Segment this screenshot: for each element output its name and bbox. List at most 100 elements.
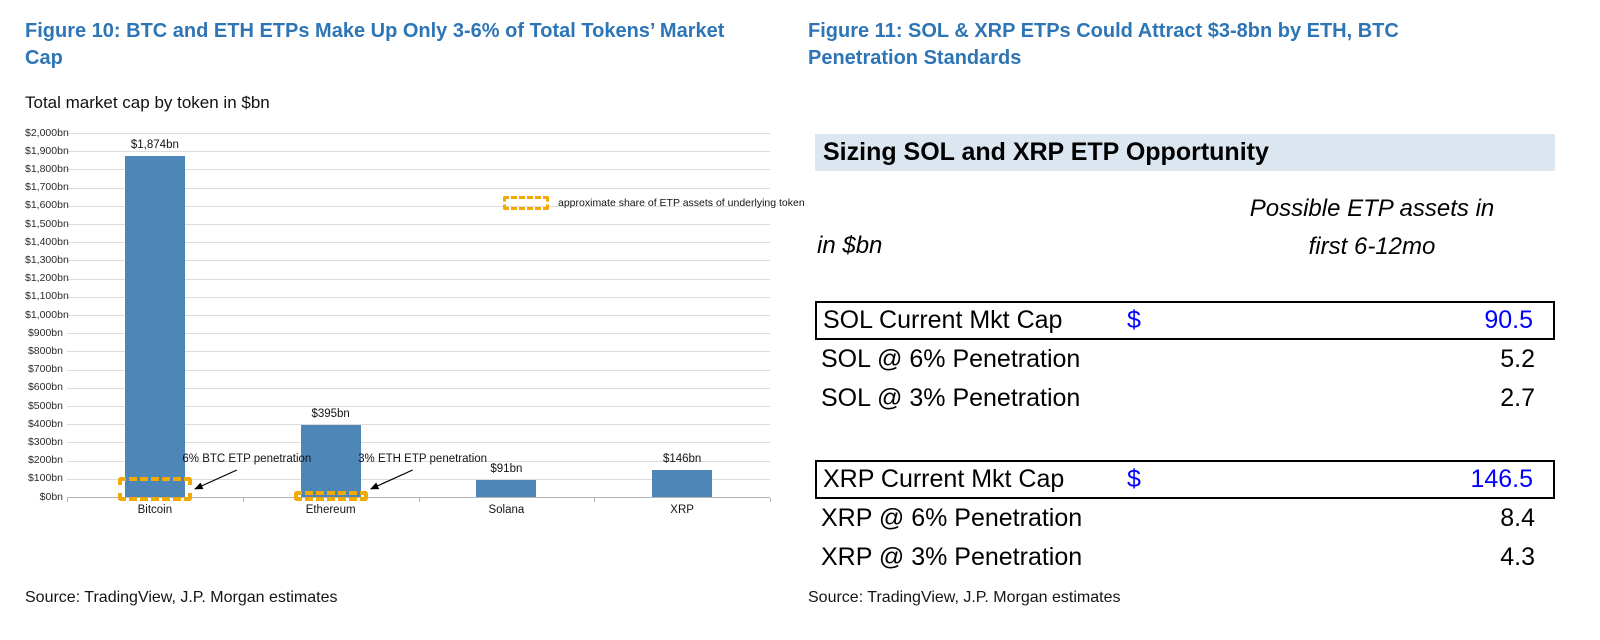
table-row-sol-current-mkt-cap: SOL Current Mkt Cap $90.5 (815, 301, 1555, 340)
y-tick-label: $600bn (27, 381, 63, 394)
dashed-box-ethereum (293, 491, 368, 501)
figure11-source: Source: TradingView, J.P. Morgan estimat… (808, 589, 1121, 606)
dashed-box-legend-swatch (503, 196, 549, 210)
y-tick-label: $1,100bn (25, 290, 69, 303)
x-axis-tick (67, 498, 68, 502)
gridline (67, 478, 770, 480)
row-value: 8.4 (1500, 504, 1535, 532)
gridline (67, 424, 770, 426)
y-tick-label: $1,700bn (25, 181, 69, 194)
legend-label: approximate share of ETP assets of under… (558, 197, 805, 209)
chart-legend: approximate share of ETP assets of under… (503, 196, 805, 210)
row-value: 2.7 (1500, 384, 1535, 412)
gridline (67, 242, 770, 244)
gridline (67, 442, 770, 444)
gridline (67, 224, 770, 225)
y-tick-label: $300bn (27, 435, 63, 448)
y-tick-label: $1,000bn (25, 308, 69, 321)
y-tick-label: $500bn (27, 399, 63, 412)
y-tick-label: $1,300bn (25, 253, 69, 266)
row-currency: $ (1127, 306, 1141, 334)
annotation-bitcoin: 6% BTC ETP penetration (182, 453, 312, 465)
dashed-box-bitcoin (117, 476, 192, 501)
x-axis-label-xrp: XRP (670, 504, 694, 516)
gridline (67, 151, 770, 153)
possible-etp-column-header-line2: first 6-12mo (1308, 233, 1436, 260)
bar-solana (476, 480, 537, 497)
figure10-subtitle: Total market cap by token in $bn (25, 93, 270, 112)
y-tick-label: $0bn (39, 490, 63, 503)
table-row-xrp-6-penetration: XRP @ 6% Penetration 8.4 (815, 499, 1555, 538)
figure11-title: Figure 11: SOL & XRP ETPs Could Attract … (808, 20, 1399, 69)
row-label: XRP @ 3% Penetration (821, 543, 1083, 571)
y-tick-label: $800bn (27, 344, 63, 357)
y-tick-label: $1,200bn (25, 272, 69, 285)
possible-etp-column-header-line1: Possible ETP assets in (1249, 195, 1495, 222)
gridline (67, 169, 770, 171)
y-tick-label: $1,800bn (25, 162, 69, 175)
x-axis-label-ethereum: Ethereum (305, 504, 356, 516)
market-cap-chart: approximate share of ETP assets of under… (25, 126, 805, 526)
y-tick-label: $400bn (27, 417, 63, 430)
gridline (67, 387, 770, 389)
x-axis-tick (770, 498, 771, 502)
annotation-ethereum: 3% ETH ETP penetration (358, 453, 488, 465)
gridline (67, 351, 770, 353)
figure10-title: Figure 10: BTC and ETH ETPs Make Up Only… (25, 20, 725, 69)
y-tick-label: $100bn (27, 472, 63, 485)
unit-label: in $bn (817, 232, 883, 259)
row-value: 5.2 (1500, 345, 1535, 373)
figure11-panel: Figure 11: SOL & XRP ETPs Could Attract … (808, 0, 1560, 640)
y-tick-label: $2,000bn (25, 126, 69, 139)
etp-table-rows: SOL Current Mkt Cap $90.5 SOL @ 6% Penetra… (815, 301, 1555, 577)
row-label: XRP Current Mkt Cap (823, 465, 1065, 493)
figure10-panel: Figure 10: BTC and ETH ETPs Make Up Only… (25, 0, 805, 640)
gridline (67, 296, 770, 298)
table-row-sol-3-penetration: SOL @ 3% Penetration 2.7 (815, 379, 1555, 418)
gridline (67, 460, 770, 462)
row-label: SOL @ 6% Penetration (821, 345, 1081, 373)
x-axis-tick (418, 498, 420, 502)
gridline (67, 406, 770, 407)
bar-ethereum (300, 425, 361, 497)
gridline (67, 205, 770, 207)
y-tick-label: $900bn (27, 326, 63, 339)
etp-table-title: Sizing SOL and XRP ETP Opportunity (815, 134, 1555, 171)
bar-value-label-ethereum: $395bn (311, 408, 350, 421)
gridline (67, 278, 770, 280)
y-tick-label: $1,900bn (25, 144, 69, 157)
table-row-xrp-3-penetration: XRP @ 3% Penetration 4.3 (815, 538, 1555, 577)
y-tick-label: $1,400bn (25, 235, 69, 248)
gridline (67, 133, 770, 134)
row-value: 4.3 (1500, 543, 1535, 571)
row-label: SOL @ 3% Penetration (821, 384, 1081, 412)
x-axis-label-solana: Solana (488, 504, 525, 516)
gridline (67, 315, 770, 316)
possible-etp-column-header: Possible ETP assets in first 6-12mo (1188, 190, 1556, 266)
y-tick-label: $1,500bn (25, 217, 69, 230)
gridline (67, 187, 770, 189)
bar-bitcoin (124, 155, 185, 497)
y-tick-label: $200bn (27, 454, 63, 467)
row-currency: $ (1127, 465, 1141, 493)
row-value: 90.5 (1484, 306, 1533, 334)
row-label: XRP @ 6% Penetration (821, 504, 1083, 532)
bar-xrp (652, 470, 713, 497)
x-axis-tick (242, 498, 244, 502)
row-value: 146.5 (1470, 465, 1533, 493)
x-axis-label-bitcoin: Bitcoin (137, 504, 173, 516)
gridline (67, 333, 770, 335)
bar-value-label-bitcoin: $1,874bn (130, 138, 179, 151)
table-row-xrp-current-mkt-cap: XRP Current Mkt Cap $146.5 (815, 460, 1555, 499)
table-row-sol-6-penetration: SOL @ 6% Penetration 5.2 (815, 340, 1555, 379)
y-tick-label: $700bn (27, 363, 63, 376)
bar-value-label-solana: $91bn (490, 463, 523, 476)
gridline (67, 260, 770, 262)
bar-value-label-xrp: $146bn (662, 453, 702, 466)
x-axis-tick (594, 498, 596, 502)
x-axis-line (67, 497, 770, 498)
figure10-source: Source: TradingView, J.P. Morgan estimat… (25, 589, 338, 606)
y-tick-label: $1,600bn (25, 199, 69, 212)
row-label: SOL Current Mkt Cap (823, 306, 1063, 334)
